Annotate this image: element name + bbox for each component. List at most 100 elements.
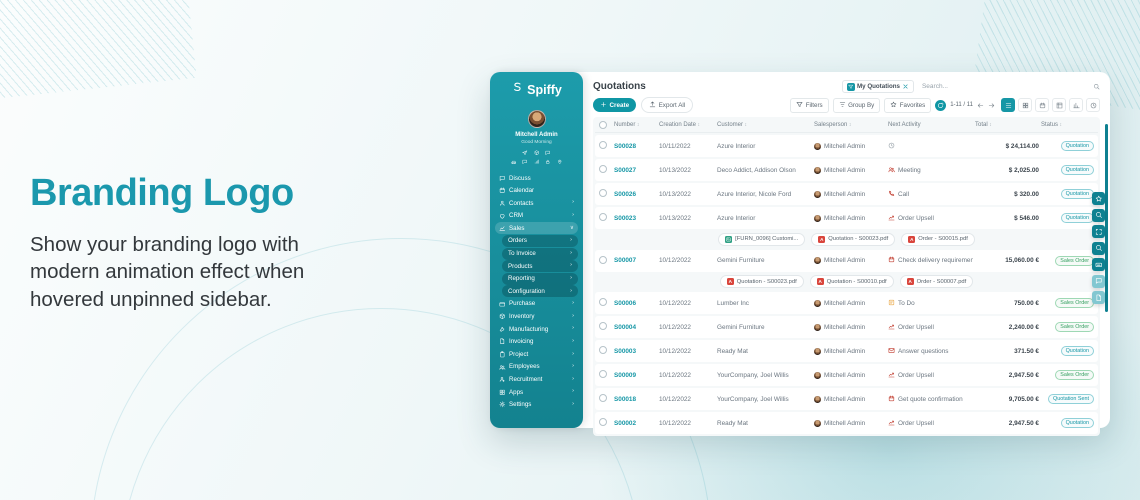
next-activity-cell[interactable]: Order Upsell [888, 214, 973, 223]
refresh-button[interactable] [935, 99, 947, 111]
row-checkbox[interactable] [599, 346, 607, 354]
column-header-customer[interactable]: Customer ↕ [717, 121, 748, 128]
active-filter-chip[interactable]: My Quotations [842, 80, 914, 93]
signal-icon[interactable] [534, 159, 540, 165]
quotation-number[interactable]: S00027 [614, 166, 637, 174]
car-icon[interactable] [511, 159, 517, 165]
quotation-number[interactable]: S00018 [614, 395, 637, 403]
sidebar-item-employees[interactable]: Employees › [495, 361, 578, 373]
quotation-number[interactable]: S00003 [614, 347, 637, 355]
quotation-number[interactable]: S00004 [614, 323, 637, 331]
next-activity-cell[interactable]: Check delivery requirements [888, 256, 973, 265]
pager-prev-button[interactable] [977, 102, 984, 109]
close-icon[interactable] [902, 83, 909, 90]
search-input[interactable] [919, 82, 1087, 91]
next-activity-cell[interactable]: Call [888, 190, 973, 199]
sidebar-item-recruitment[interactable]: Recruitment › [495, 374, 578, 386]
tool-expand-button[interactable] [1092, 225, 1105, 238]
sidebar-item-purchase[interactable]: Purchase › [495, 298, 578, 310]
sidebar-item-inventory[interactable]: Inventory › [495, 311, 578, 323]
row-checkbox[interactable] [599, 370, 607, 378]
tool-star-button[interactable] [1092, 192, 1105, 205]
view-clock-button[interactable] [1086, 98, 1100, 112]
vertical-scrollbar[interactable] [1105, 124, 1108, 312]
paperplane-icon[interactable] [522, 150, 528, 156]
quotation-number[interactable]: S00009 [614, 371, 637, 379]
row-checkbox[interactable] [599, 255, 607, 264]
attachment-chip[interactable]: A Quotation - S00023.pdf [811, 232, 896, 246]
sidebar-item-crm[interactable]: CRM › [495, 210, 578, 222]
sidebar-item-settings[interactable]: Settings › [495, 399, 578, 411]
sidebar-item-apps[interactable]: Apps › [495, 386, 578, 398]
row-checkbox[interactable] [599, 165, 607, 173]
table-row[interactable]: S00007 10/12/2022 Gemini Furniture Mitchell… [595, 249, 1098, 272]
sidebar-item-contacts[interactable]: Contacts › [495, 197, 578, 209]
row-checkbox[interactable] [599, 394, 607, 402]
lock-icon[interactable] [545, 159, 551, 165]
sidebar-item-manufacturing[interactable]: Manufacturing › [495, 323, 578, 335]
column-header-next-activity[interactable]: Next Activity [888, 121, 921, 128]
attachment-chip[interactable]: A Order - S00015.pdf [901, 232, 975, 246]
view-pivot-button[interactable] [1052, 98, 1066, 112]
next-activity-cell[interactable]: Meeting [888, 166, 973, 175]
sidebar-item-products[interactable]: Products › [502, 260, 578, 273]
attachment-chip[interactable]: A Quotation - S00010.pdf [809, 275, 894, 288]
quotation-number[interactable]: S00023 [614, 214, 637, 222]
sidebar-item-configuration[interactable]: Configuration › [502, 285, 578, 298]
row-checkbox[interactable] [599, 418, 607, 426]
sidebar-item-to-invoice[interactable]: To Invoice › [502, 247, 578, 260]
next-activity-cell[interactable]: Get quote confirmation [888, 395, 973, 404]
sidebar-item-sales[interactable]: Sales ∨ [495, 222, 578, 235]
view-kanban-button[interactable] [1018, 98, 1032, 112]
create-button[interactable]: Create [593, 98, 637, 112]
attachment-chip[interactable]: A Quotation - S00023.pdf [719, 275, 804, 288]
table-row[interactable]: S00006 10/12/2022 Lumber Inc Mitchell Admin… [595, 292, 1098, 314]
view-calendar-button[interactable] [1035, 98, 1049, 112]
quotation-number[interactable]: S00026 [614, 190, 637, 198]
table-row[interactable]: S00027 10/13/2022 Deco Addict, Addison Ols… [595, 159, 1098, 181]
next-activity-cell[interactable]: Order Upsell [888, 371, 973, 380]
quotation-number[interactable]: S00002 [614, 419, 637, 427]
column-header-total[interactable]: Total ↕ [975, 121, 992, 128]
attachment-chip[interactable]: [FURN_0096] Customi... [718, 232, 806, 246]
chat-icon[interactable] [522, 159, 528, 165]
select-all-checkbox[interactable] [599, 120, 607, 129]
quotation-number[interactable]: S00006 [614, 299, 637, 307]
tool-chat-button[interactable] [1092, 274, 1105, 288]
sidebar-item-invoicing[interactable]: Invoicing › [495, 336, 578, 348]
table-row[interactable]: S00009 10/12/2022 YourCompany, Joel Willis… [595, 364, 1098, 386]
row-checkbox[interactable] [599, 141, 607, 149]
view-graph-button[interactable] [1069, 98, 1083, 112]
sidebar-item-project[interactable]: Project › [495, 348, 578, 360]
column-header-status[interactable]: Status ↕ [1041, 121, 1063, 128]
export-all-button[interactable]: Export All [641, 97, 694, 113]
column-header-creation-date[interactable]: Creation Date ↕ [659, 121, 701, 128]
table-row[interactable]: S00028 10/11/2022 Azure Interior Mitchell A… [595, 135, 1098, 157]
group-by-button[interactable]: Group By [832, 97, 881, 113]
row-checkbox[interactable] [599, 322, 607, 330]
box-icon[interactable] [534, 149, 540, 156]
view-list-button[interactable] [1001, 98, 1015, 112]
sidebar-item-calendar[interactable]: Calendar [495, 185, 578, 197]
table-row[interactable]: S00002 10/12/2022 Ready Mat Mitchell Admin O… [595, 412, 1098, 434]
tool-doc-button[interactable] [1092, 291, 1105, 304]
sidebar-item-reporting[interactable]: Reporting › [502, 272, 578, 285]
table-row[interactable]: S00026 10/13/2022 Azure Interior, Nicole F… [595, 183, 1098, 205]
favorites-button[interactable]: Favorites [884, 97, 932, 113]
table-row[interactable]: S00004 10/12/2022 Gemini Furniture Mitchell… [595, 316, 1098, 338]
attachment-chip[interactable]: A Order - S00007.pdf [899, 275, 974, 288]
quotation-number[interactable]: S00007 [614, 257, 637, 264]
next-activity-cell[interactable] [888, 142, 973, 151]
column-header-number[interactable]: Number ↕ [614, 121, 640, 128]
pager-next-button[interactable] [988, 102, 995, 109]
next-activity-cell[interactable]: Order Upsell [888, 419, 973, 428]
table-row[interactable]: S00003 10/12/2022 Ready Mat Mitchell Admin A… [595, 340, 1098, 362]
sidebar-item-discuss[interactable]: Discuss [495, 172, 578, 184]
next-activity-cell[interactable]: To Do [888, 299, 973, 308]
column-header-salesperson[interactable]: Salesperson ↕ [814, 121, 852, 128]
pin-icon[interactable] [557, 159, 563, 165]
filters-button[interactable]: Filters [790, 97, 829, 113]
search-icon[interactable] [1093, 83, 1100, 90]
row-checkbox[interactable] [599, 189, 607, 197]
tool-search-button[interactable] [1092, 208, 1105, 222]
